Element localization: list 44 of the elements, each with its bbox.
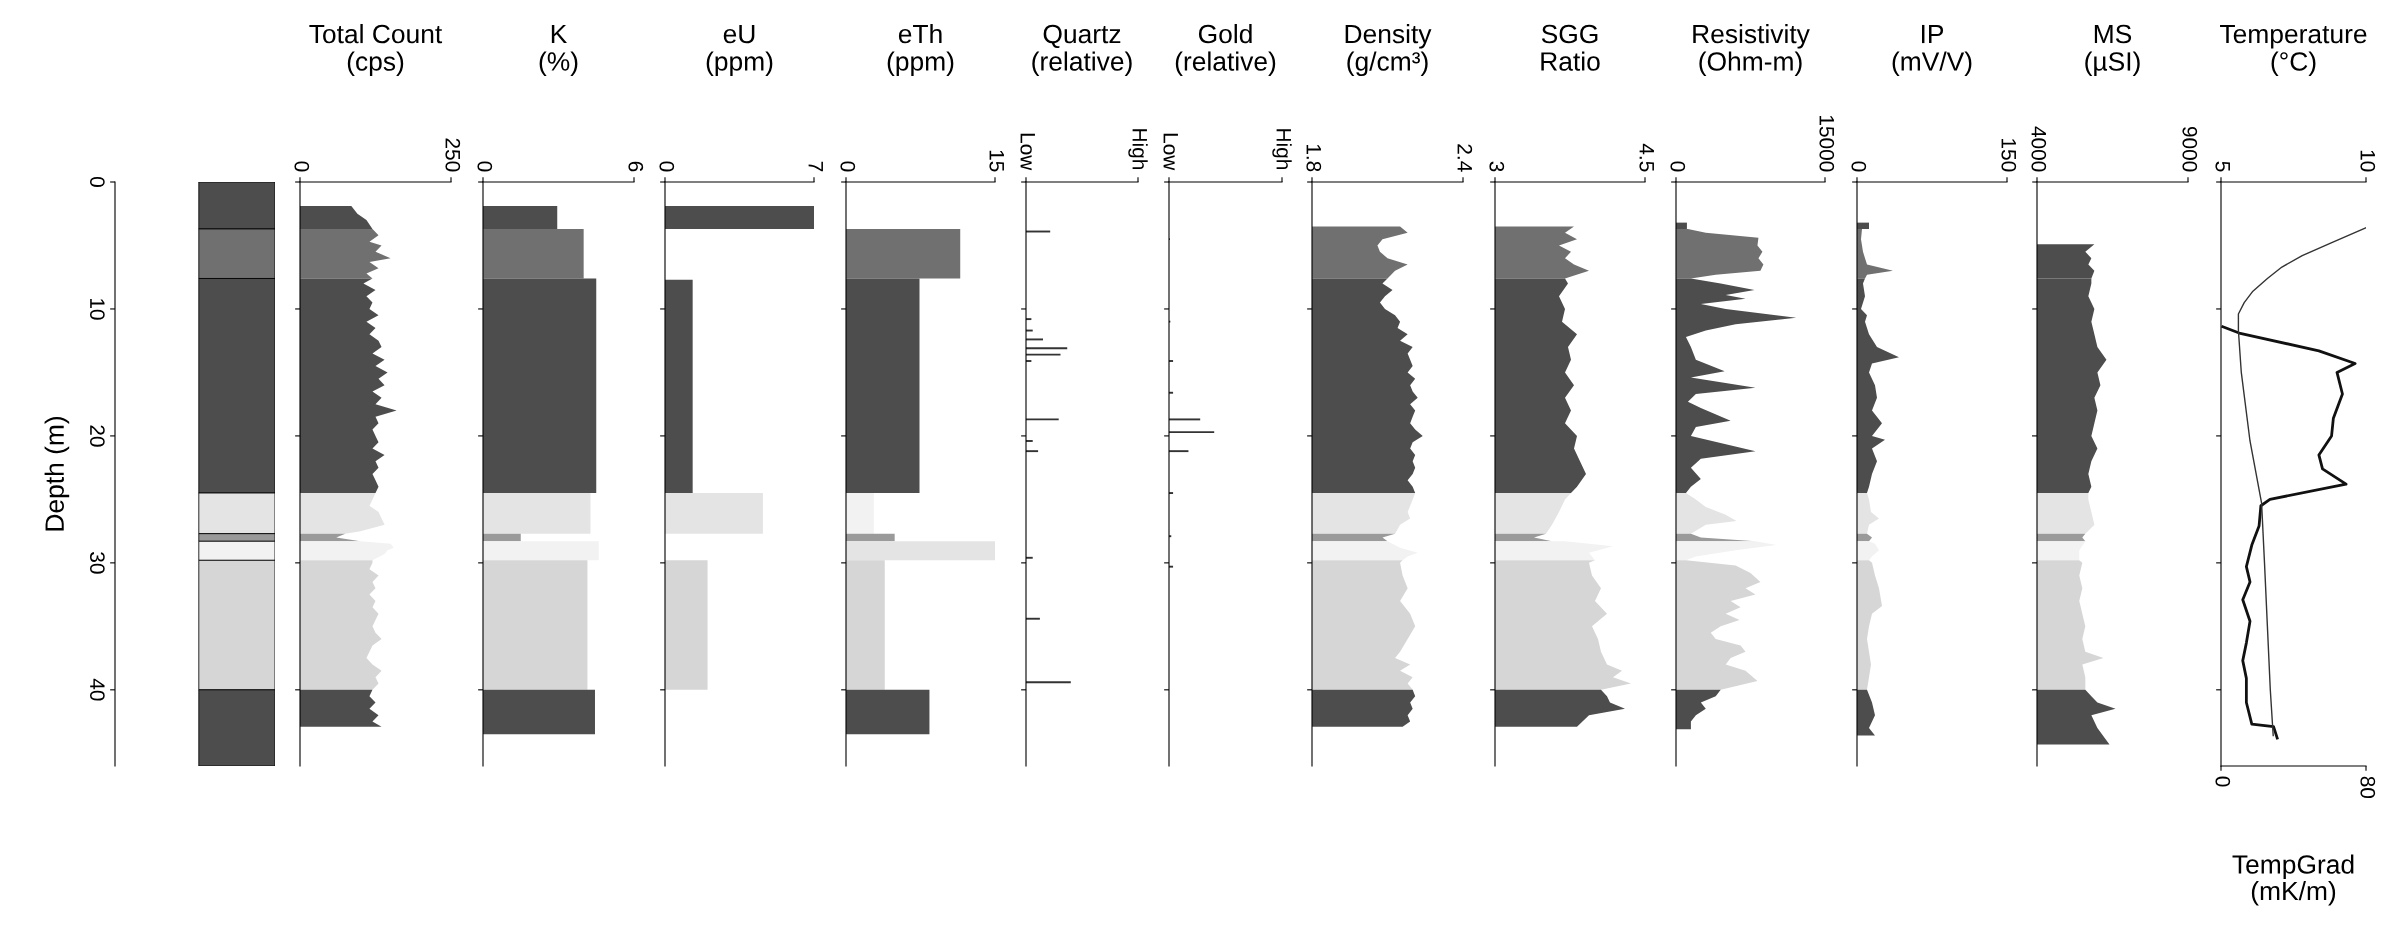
x-tick-label: 80 [2360, 776, 2376, 799]
text: High [1272, 129, 1292, 169]
text: Low [1020, 133, 1035, 171]
chart-title: Total Count (cps) [309, 23, 443, 77]
y-tick-label: 40 [89, 678, 105, 701]
chart-title: K (%) [539, 24, 578, 77]
y-tick-label: 10 [89, 298, 105, 320]
y-tick-label: 20 [89, 425, 105, 447]
x-axis-title: TempGrad (mK/m) [2232, 854, 2354, 906]
x-tick-label: 0 [659, 161, 675, 172]
x-tick-label: 15000 [1819, 115, 1835, 172]
x-tick-label: 150 [2001, 139, 2017, 172]
y-axis-title: Depth (m) [44, 416, 70, 531]
chart-title: Density (g/cm³) [1345, 23, 1432, 77]
chart-title: eU (ppm) [706, 24, 773, 77]
chart-title: Resistivity (Ohm-m) [1693, 23, 1810, 77]
x-tick-label: 15 [989, 150, 1004, 172]
x-tick-label: 0 [294, 161, 310, 172]
x-tick-label: 0 [1670, 161, 1686, 172]
x-tick-label: 2.4 [1457, 144, 1473, 172]
x-tick-label: 6 [628, 161, 644, 172]
chart-title: SGG Ratio [1541, 24, 1600, 71]
x-tick-label: 0 [1851, 161, 1867, 172]
text: High [1128, 129, 1148, 169]
chart-title: IP (mV/V) [1892, 24, 1972, 77]
x2-tick-label: 5 [2215, 161, 2230, 172]
x-tick-label: 0 [840, 161, 856, 172]
x-tick-label: 250 [445, 138, 461, 172]
y-tick-label: 30 [89, 552, 105, 574]
chart-title: Gold (relative) [1175, 23, 1276, 77]
x-tick-label: 7 [808, 161, 823, 172]
x-tick-label: 3 [1489, 161, 1505, 172]
x-tick-label: 0 [477, 161, 493, 172]
chart-title: MS (µSI) [2085, 24, 2140, 77]
text: Low [1163, 133, 1178, 171]
x-tick-label: 1.8 [1306, 144, 1322, 172]
x2-tick-label: 10 [2360, 150, 2376, 172]
chart-title: Quartz (relative) [1032, 24, 1132, 77]
y-tick-label: 0 [89, 177, 105, 187]
x-tick-label: 9000 [2182, 126, 2198, 172]
x-tick-label: 4000 [2031, 126, 2047, 172]
chart-title: Temperature (°C) [2220, 24, 2367, 77]
chart-title: eTh (ppm) [887, 23, 954, 77]
x-tick-label: 4.5 [1639, 143, 1654, 172]
